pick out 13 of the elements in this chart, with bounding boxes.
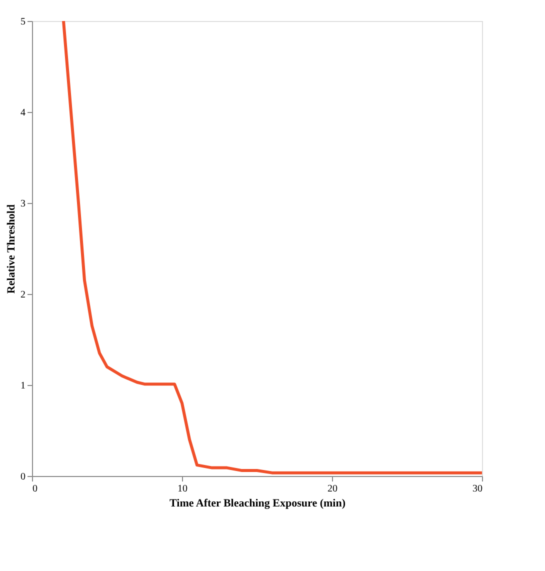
y-axis-title: Relative Threshold xyxy=(6,204,18,294)
y-tick-label: 3 xyxy=(20,198,26,210)
x-tick-label: 0 xyxy=(32,484,38,494)
y-tick-label: 5 xyxy=(20,16,26,28)
x-tick-label: 30 xyxy=(472,484,482,494)
x-tick-label: 10 xyxy=(178,484,188,494)
y-tick-label: 1 xyxy=(20,380,26,392)
y-tick-label: 0 xyxy=(20,472,26,482)
line-series xyxy=(62,21,482,474)
x-tick-label: 20 xyxy=(328,484,338,494)
y-tick-label: 4 xyxy=(20,108,26,118)
y-tick-label: 2 xyxy=(20,290,26,300)
x-axis-title: Time After Bleaching Exposure (min) xyxy=(170,498,346,510)
